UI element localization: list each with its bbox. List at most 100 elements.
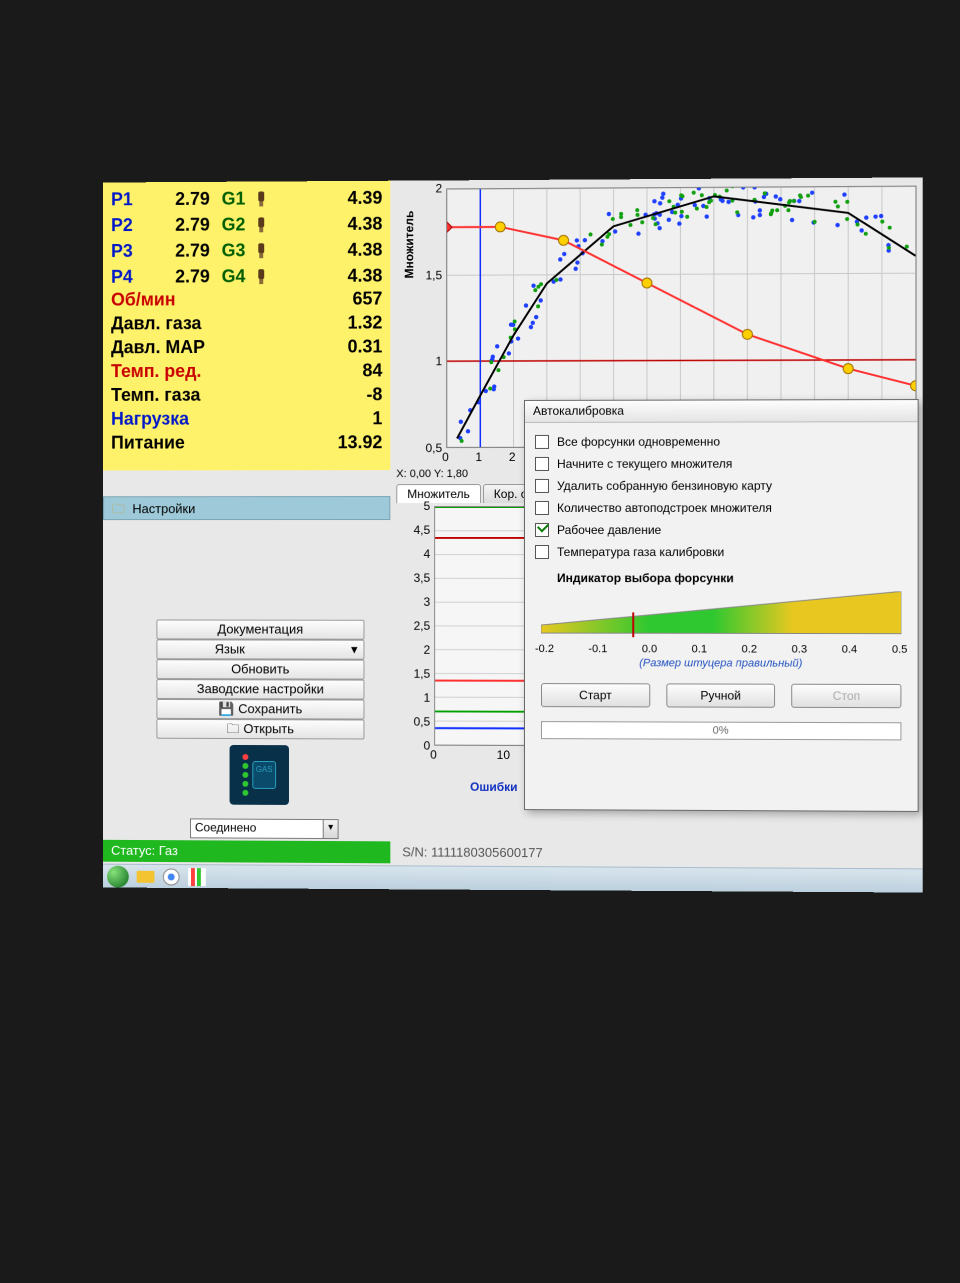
p-value: 2.79	[150, 214, 209, 235]
gas-indicator-widget[interactable]: GAS	[230, 745, 289, 805]
p-label: P2	[111, 215, 150, 236]
injector-icon	[249, 214, 273, 235]
connection-select-value: Соединено	[195, 820, 256, 834]
p-label: P3	[111, 240, 150, 261]
reading-power: Питание13.92	[111, 432, 382, 456]
chevron-down-icon: ▾	[351, 641, 357, 659]
p-value: 2.79	[150, 188, 209, 209]
checkbox-label: Количество автоподстроек множителя	[557, 501, 772, 515]
checkbox-label: Температура газа калибровки	[557, 545, 724, 559]
update-button[interactable]: Обновить	[156, 659, 364, 679]
reading-value: 1.32	[348, 312, 383, 336]
reading-gas_temp: Темп. газа-8	[111, 384, 382, 409]
checkbox-label: Удалить собранную бензиновую карту	[557, 479, 772, 493]
fuel-status-bar: Статус: Газ	[103, 840, 390, 863]
injector-row: P42.79G44.38	[111, 263, 382, 290]
live-readings-panel: P12.79G14.39P22.79G24.38P32.79G34.38P42.…	[103, 181, 390, 471]
checkbox-icon	[535, 435, 549, 449]
reading-map_press: Давл. MAP0.31	[111, 336, 382, 361]
autocalibration-dialog: Автокалибровка Все форсунки одновременно…	[524, 399, 919, 812]
option-checkbox-row[interactable]: Начните с текущего множителя	[535, 452, 908, 475]
g-label: G4	[210, 266, 250, 287]
factory-settings-button[interactable]: Заводские настройки	[156, 679, 364, 699]
reading-value: 13.92	[338, 432, 383, 456]
serial-number-bar: S/N: 1111180305600177	[394, 841, 916, 866]
reading-red_temp: Темп. ред.84	[111, 360, 382, 385]
checkbox-label: Рабочее давление	[557, 523, 661, 537]
reading-value: 657	[352, 289, 382, 313]
indicator-axis: -0.2-0.10.00.10.20.30.40.5	[525, 643, 918, 656]
injector-row: P22.79G2 4.38	[111, 211, 382, 238]
save-icon: 💾	[218, 701, 234, 716]
reading-label: Нагрузка	[111, 408, 372, 432]
reading-load: Нагрузка1	[111, 408, 382, 432]
settings-tab[interactable]: 🗀 Настройки	[103, 496, 390, 520]
start-button[interactable]	[107, 865, 129, 887]
reading-label: Давл. газа	[111, 313, 347, 338]
settings-tab-label: Настройки	[132, 501, 195, 516]
reading-value: 0.31	[348, 336, 383, 360]
reading-label: Темп. газа	[111, 384, 366, 409]
save-button[interactable]: 💾Сохранить	[156, 699, 364, 720]
checkbox-label: Все форсунки одновременно	[557, 435, 720, 449]
stop-button[interactable]: Стоп	[792, 684, 902, 708]
option-checkbox-row[interactable]: Количество автоподстроек множителя	[535, 497, 908, 519]
reading-gas_press: Давл. газа1.32	[111, 312, 382, 337]
checkbox-icon	[535, 545, 549, 559]
g-label: G2	[210, 214, 250, 235]
option-checkbox-row[interactable]: Рабочее давление	[535, 519, 908, 541]
injector-indicator-label: Индикатор выбора форсунки	[525, 567, 918, 587]
checkbox-icon	[535, 523, 549, 537]
indicator-caption: (Размер штуцера правильный)	[525, 657, 918, 670]
fuel-pump-icon: GAS	[252, 761, 276, 789]
reading-label: Питание	[111, 432, 338, 456]
manual-button[interactable]: Ручной	[666, 683, 775, 707]
reading-value: 84	[362, 360, 382, 384]
open-button[interactable]: 🗀Открыть	[156, 719, 364, 740]
gas-level-dots	[242, 754, 248, 796]
connection-select[interactable]: Соединено	[190, 818, 339, 839]
option-checkbox-row[interactable]: Температура газа калибровки	[535, 541, 908, 563]
reading-value: 1	[372, 408, 382, 432]
tab-multiplier[interactable]: Множитель	[396, 484, 481, 503]
checkbox-icon	[535, 501, 549, 515]
options-checklist: Все форсунки одновременно Начните с текущ…	[525, 422, 918, 567]
reading-label: Об/мин	[111, 289, 352, 314]
cursor-coordinate-readout: X: 0,00 Y: 1,80	[396, 468, 468, 480]
g-label: G1	[210, 188, 250, 209]
g-label: G3	[210, 240, 250, 261]
explorer-icon[interactable]	[137, 867, 155, 885]
open-icon: 🗀	[227, 721, 240, 736]
g-value: 4.39	[273, 187, 382, 209]
action-button-stack: Документация Язык ▾ Обновить Заводские н…	[156, 619, 364, 739]
checkbox-icon	[535, 457, 549, 471]
language-dropdown[interactable]: Язык ▾	[156, 639, 364, 659]
chrome-icon[interactable]	[162, 867, 180, 885]
reading-rpm: Об/мин657	[111, 289, 382, 314]
reading-label: Темп. ред.	[111, 360, 362, 385]
app-window: P12.79G14.39P22.79G24.38P32.79G34.38P42.…	[103, 177, 923, 892]
documentation-button[interactable]: Документация	[156, 619, 364, 639]
g-value: 4.38	[273, 213, 382, 235]
option-checkbox-row[interactable]: Все форсунки одновременно	[535, 430, 908, 453]
g-value: 4.38	[273, 265, 382, 286]
chevron-down-icon[interactable]: ▾	[323, 819, 339, 839]
errors-label[interactable]: Ошибки	[470, 780, 517, 794]
trend-y-ticks: 00,511,522,533,544,55	[406, 506, 432, 746]
injector-icon	[249, 266, 273, 287]
calibration-progress: 0%	[541, 721, 901, 740]
injector-row: P12.79G14.39	[111, 185, 382, 212]
option-checkbox-row[interactable]: Удалить собранную бензиновую карту	[535, 475, 908, 497]
start-button[interactable]: Старт	[541, 683, 650, 707]
checkbox-label: Начните с текущего множителя	[557, 457, 732, 471]
injector-icon	[249, 240, 273, 261]
injector-row: P32.79G34.38	[111, 237, 382, 264]
injector-icon	[249, 188, 273, 209]
injector-size-indicator	[541, 591, 901, 642]
dialog-titlebar[interactable]: Автокалибровка	[525, 400, 918, 423]
windows-taskbar[interactable]	[103, 864, 923, 893]
p-value: 2.79	[150, 266, 209, 287]
chart-y-ticks: 0,511,52	[420, 188, 444, 448]
app-icon[interactable]	[188, 868, 206, 886]
g-value: 4.38	[273, 239, 382, 260]
